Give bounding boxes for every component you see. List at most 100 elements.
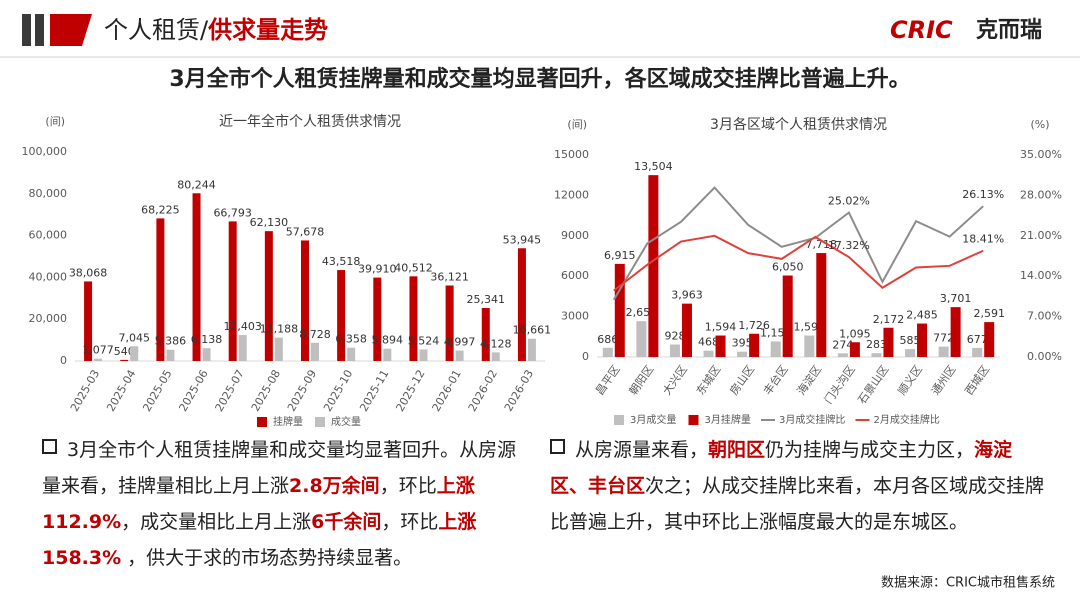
y-tick-label: 100,000 xyxy=(22,145,68,158)
data-label: 540 xyxy=(114,345,135,358)
data-label: 274 xyxy=(832,338,853,351)
bar xyxy=(770,341,781,357)
y-tick-label: 9000 xyxy=(561,229,589,242)
legend-label: 2月成交挂牌比 xyxy=(874,413,940,426)
x-tick-label: 2025-06 xyxy=(176,368,210,414)
x-tick-label: 2025-11 xyxy=(357,368,391,414)
source: 数据来源：CRIC城市租售系统 xyxy=(881,575,1055,591)
logo-en: CRIC xyxy=(890,16,953,44)
bullet-text: 6千余间 xyxy=(311,511,382,533)
legend-swatch xyxy=(257,417,267,427)
data-label: 68,225 xyxy=(141,203,180,216)
y2-tick-label: 21.00% xyxy=(1020,229,1062,242)
bullet-text: ，环比 xyxy=(381,511,439,533)
data-label: 1,726 xyxy=(738,319,770,332)
y-tick-label: 12000 xyxy=(554,188,589,201)
bullet: 从房源量来看，朝阳区仍为挂牌与成交主力区，海淀区、丰台区次之；从成交挂牌比来看，… xyxy=(550,432,1050,540)
y-tick-label: 40,000 xyxy=(29,270,68,283)
bar xyxy=(301,240,309,361)
data-label: 36,121 xyxy=(430,271,469,284)
bar xyxy=(883,327,894,357)
data-label: 6,050 xyxy=(772,261,804,274)
chart-title: 3月各区域个人租赁供求情况 xyxy=(710,117,887,133)
data-label: 62,130 xyxy=(250,216,289,229)
bar xyxy=(166,349,175,361)
bar xyxy=(491,352,500,361)
bar xyxy=(337,270,346,361)
header-bar xyxy=(35,14,44,46)
bar xyxy=(871,353,882,357)
chart-title: 近一年全市个人租赁供求情况 xyxy=(219,113,401,130)
bar xyxy=(383,348,392,361)
data-label: 80,244 xyxy=(177,178,216,191)
bar xyxy=(527,338,536,361)
y2-tick-label: 35.00% xyxy=(1020,148,1062,161)
bullet: 3月全市个人租赁挂牌量和成交量均显著回升。从房源量来看，挂牌量相比上月上涨2.8… xyxy=(42,432,532,576)
data-label: 3,963 xyxy=(671,289,703,302)
y2-tick-label: 0.00% xyxy=(1027,350,1062,363)
legend-label: 成交量 xyxy=(331,415,361,428)
x-tick-label: 房山区 xyxy=(727,363,757,397)
bar xyxy=(950,307,961,357)
y2-tick-label: 7.00% xyxy=(1027,310,1062,323)
header-title-prefix: 个人租赁/ xyxy=(104,16,209,44)
bullet-text: 2.8万余间 xyxy=(289,475,380,497)
bar xyxy=(804,335,815,357)
bar xyxy=(938,346,949,357)
bar xyxy=(156,218,165,361)
bar xyxy=(648,175,659,357)
bar xyxy=(703,350,714,357)
x-tick-label: 2025-03 xyxy=(68,368,102,414)
bar xyxy=(409,276,418,361)
bar xyxy=(681,303,692,357)
data-label: 1,095 xyxy=(839,327,871,340)
bar xyxy=(84,281,93,361)
data-label: 6,915 xyxy=(604,249,636,262)
data-label: 38,068 xyxy=(69,266,108,279)
data-label: 6,138 xyxy=(191,333,223,346)
y-axis-label: (间) xyxy=(45,115,65,128)
x-tick-label: 朝阳区 xyxy=(627,363,657,397)
x-tick-label: 2025-08 xyxy=(249,368,283,414)
legend-swatch xyxy=(614,415,624,425)
legend-swatch xyxy=(315,417,325,427)
data-label: 585 xyxy=(900,334,921,347)
bullet-text: 仍为挂牌与成交主力区， xyxy=(765,439,975,461)
legend-swatch xyxy=(688,415,699,425)
data-label: 6,358 xyxy=(335,333,367,346)
data-label: 25.02% xyxy=(828,195,870,208)
data-label: 5,386 xyxy=(155,335,187,348)
data-label: 53,945 xyxy=(503,233,542,246)
x-tick-label: 石景山区 xyxy=(855,363,891,406)
logo-cn: 克而瑞 xyxy=(976,17,1042,43)
data-label: 1,077 xyxy=(82,344,114,357)
bar xyxy=(455,350,464,361)
data-label: 5,894 xyxy=(372,334,404,347)
bar xyxy=(737,351,748,357)
bar xyxy=(849,342,860,357)
data-label: 2,172 xyxy=(873,313,905,326)
data-label: 2,485 xyxy=(906,309,938,322)
bar xyxy=(445,285,454,361)
bar xyxy=(614,263,625,357)
data-label: 468 xyxy=(698,336,719,349)
legend-label: 3月成交挂牌比 xyxy=(779,413,845,426)
data-label: 7,718 xyxy=(806,238,838,251)
bar xyxy=(782,275,793,357)
data-label: 39,910 xyxy=(358,263,397,276)
data-label: 13,504 xyxy=(634,160,673,173)
bar xyxy=(917,323,928,357)
bar xyxy=(905,349,916,357)
data-label: 57,678 xyxy=(286,225,325,238)
bar xyxy=(228,221,237,361)
line xyxy=(612,186,984,301)
data-label: 7,045 xyxy=(118,331,150,344)
x-tick-label: 丰台区 xyxy=(760,362,790,397)
bar xyxy=(311,342,319,361)
data-label: 677 xyxy=(967,333,988,346)
bar xyxy=(120,359,129,361)
bar xyxy=(669,344,680,357)
x-tick-label: 大兴区 xyxy=(659,362,689,397)
y-tick-label: 80,000 xyxy=(29,187,68,200)
